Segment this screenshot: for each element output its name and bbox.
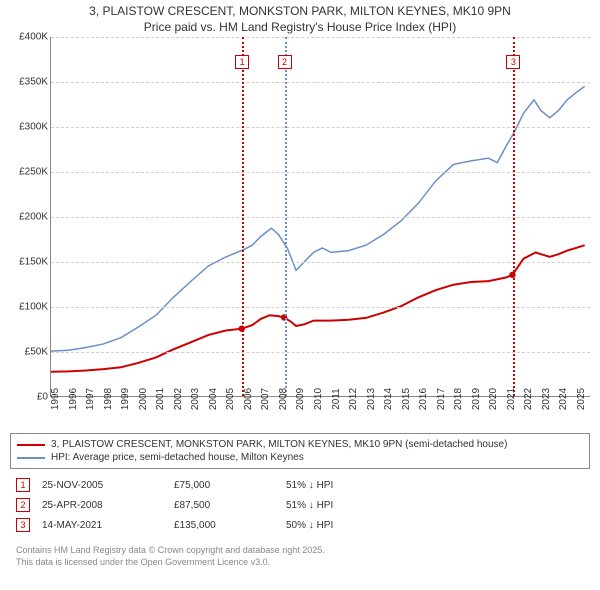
x-axis: 1995199619971998199920002001200220032004… <box>50 397 590 427</box>
sale-marker-label: 3 <box>506 55 520 69</box>
x-tick-label: 2013 <box>366 388 377 410</box>
legend: 3, PLAISTOW CRESCENT, MONKSTON PARK, MIL… <box>10 433 590 469</box>
x-tick-label: 2006 <box>243 388 254 410</box>
x-tick-label: 2004 <box>208 388 219 410</box>
title-line-2: Price paid vs. HM Land Registry's House … <box>8 20 592 36</box>
sale-marker-line <box>513 37 515 396</box>
sale-row: 3 14-MAY-2021 £135,000 50% ↓ HPI <box>10 515 590 535</box>
x-tick-label: 1998 <box>103 388 114 410</box>
title-line-1: 3, PLAISTOW CRESCENT, MONKSTON PARK, MIL… <box>8 4 592 20</box>
x-tick-label: 2003 <box>190 388 201 410</box>
gridline <box>51 172 590 173</box>
plot-region: 1 2 3 <box>50 37 590 397</box>
y-tick-label: £400K <box>19 32 48 43</box>
attribution-line-1: Contains HM Land Registry data © Crown c… <box>16 545 584 557</box>
gridline <box>51 307 590 308</box>
y-tick-label: £100K <box>19 302 48 313</box>
x-tick-label: 1996 <box>68 388 79 410</box>
y-tick-label: £150K <box>19 257 48 268</box>
x-tick-label: 2009 <box>295 388 306 410</box>
legend-item: HPI: Average price, semi-detached house,… <box>17 451 583 464</box>
y-tick-label: £300K <box>19 122 48 133</box>
x-tick-label: 2007 <box>260 388 271 410</box>
gridline <box>51 127 590 128</box>
chart-container: 3, PLAISTOW CRESCENT, MONKSTON PARK, MIL… <box>0 0 600 590</box>
x-tick-label: 2000 <box>138 388 149 410</box>
legend-swatch <box>17 457 45 459</box>
x-tick-label: 2020 <box>488 388 499 410</box>
x-tick-label: 2012 <box>348 388 359 410</box>
y-axis: £0£50K£100K£150K£200K£250K£300K£350K£400… <box>10 37 50 397</box>
x-tick-label: 1997 <box>85 388 96 410</box>
sale-price: £75,000 <box>174 480 274 491</box>
sale-marker-line <box>242 37 244 396</box>
sale-row: 2 25-APR-2008 £87,500 51% ↓ HPI <box>10 495 590 515</box>
y-tick-label: £250K <box>19 167 48 178</box>
gridline <box>51 352 590 353</box>
legend-label: HPI: Average price, semi-detached house,… <box>51 452 304 463</box>
x-tick-label: 2016 <box>418 388 429 410</box>
x-tick-label: 2019 <box>471 388 482 410</box>
sale-index: 3 <box>16 518 30 532</box>
y-tick-label: £350K <box>19 77 48 88</box>
x-tick-label: 2008 <box>278 388 289 410</box>
sale-marker-line <box>285 37 287 396</box>
x-tick-label: 2021 <box>506 388 517 410</box>
x-tick-label: 2011 <box>331 388 342 410</box>
sale-price: £87,500 <box>174 500 274 511</box>
chart-area: £0£50K£100K£150K£200K£250K£300K£350K£400… <box>10 37 590 427</box>
x-tick-label: 2014 <box>383 388 394 410</box>
sale-index: 2 <box>16 498 30 512</box>
legend-item: 3, PLAISTOW CRESCENT, MONKSTON PARK, MIL… <box>17 438 583 451</box>
x-tick-label: 2002 <box>173 388 184 410</box>
sale-index: 1 <box>16 478 30 492</box>
x-tick-label: 2015 <box>401 388 412 410</box>
x-tick-label: 2010 <box>313 388 324 410</box>
sale-hpi: 51% ↓ HPI <box>286 500 584 511</box>
x-tick-label: 2023 <box>541 388 552 410</box>
y-tick-label: £50K <box>25 347 48 358</box>
x-tick-label: 2025 <box>576 388 587 410</box>
x-tick-label: 2024 <box>558 388 569 410</box>
x-tick-label: 1995 <box>50 388 61 410</box>
sale-date: 25-NOV-2005 <box>42 480 162 491</box>
legend-swatch <box>17 444 45 446</box>
legend-label: 3, PLAISTOW CRESCENT, MONKSTON PARK, MIL… <box>51 439 507 450</box>
x-tick-label: 2018 <box>453 388 464 410</box>
sale-date: 14-MAY-2021 <box>42 520 162 531</box>
y-tick-label: £0 <box>37 392 48 403</box>
x-tick-label: 2001 <box>155 388 166 410</box>
attribution-line-2: This data is licensed under the Open Gov… <box>16 557 584 569</box>
sale-marker-label: 2 <box>278 55 292 69</box>
sale-price: £135,000 <box>174 520 274 531</box>
gridline <box>51 37 590 38</box>
gridline <box>51 217 590 218</box>
sale-date: 25-APR-2008 <box>42 500 162 511</box>
sales-table: 1 25-NOV-2005 £75,000 51% ↓ HPI 2 25-APR-2008… <box>10 475 590 535</box>
x-tick-label: 2017 <box>436 388 447 410</box>
gridline <box>51 262 590 263</box>
gridline <box>51 82 590 83</box>
y-tick-label: £200K <box>19 212 48 223</box>
title-block: 3, PLAISTOW CRESCENT, MONKSTON PARK, MIL… <box>0 0 600 37</box>
sale-row: 1 25-NOV-2005 £75,000 51% ↓ HPI <box>10 475 590 495</box>
x-tick-label: 1999 <box>120 388 131 410</box>
x-tick-label: 2005 <box>225 388 236 410</box>
sale-marker-label: 1 <box>235 55 249 69</box>
x-tick-label: 2022 <box>523 388 534 410</box>
sale-hpi: 50% ↓ HPI <box>286 520 584 531</box>
sale-hpi: 51% ↓ HPI <box>286 480 584 491</box>
attribution: Contains HM Land Registry data © Crown c… <box>10 541 590 572</box>
